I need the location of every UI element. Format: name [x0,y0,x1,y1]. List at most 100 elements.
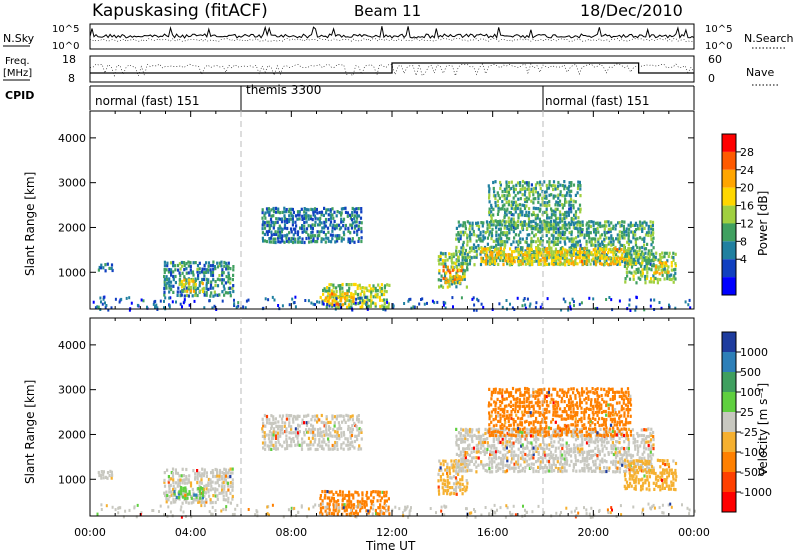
noise-cell [480,302,483,306]
cell-7 [519,423,522,427]
cell-8 [638,256,641,260]
cell-8 [617,237,620,241]
cell-8 [647,227,650,231]
cell-3 [303,207,306,211]
cell-1 [215,468,219,472]
cell-8 [539,250,542,254]
cell-3 [329,208,332,212]
cell-7 [527,414,530,418]
cell-6 [581,453,584,457]
cell-4 [339,489,342,494]
cell-9 [590,253,593,257]
cell-1 [191,277,194,281]
cell-8 [486,223,489,227]
cell-7 [543,387,546,391]
cell-6 [506,463,509,467]
cell-3 [270,425,273,429]
cell-9 [481,247,484,251]
cell-10 [523,203,526,208]
cell-6 [590,437,593,441]
cell-9 [491,260,494,264]
cell-7 [543,397,546,401]
cell-7 [503,418,506,422]
cell-1 [202,488,206,492]
cell-6 [623,469,626,474]
cell-6 [605,469,608,474]
cell-6 [636,469,639,473]
cell-2 [195,495,198,499]
cell-10 [546,186,549,191]
cell-1 [185,467,188,472]
cell-9 [513,250,516,254]
cell-6 [614,463,617,467]
cell-3 [353,226,357,230]
cell-3 [311,414,314,419]
noise-cell [163,306,165,310]
cell-8 [596,227,599,231]
cell-6 [462,450,465,454]
cell-6 [623,453,626,457]
cell-5 [465,488,468,492]
cell-3 [342,414,345,418]
cell-1 [183,481,186,485]
cell-10 [494,219,497,223]
cell-10 [576,186,580,191]
cell-4 [341,497,345,501]
cell-6 [492,453,495,457]
cell-6 [586,459,589,463]
cell-0 [106,262,109,266]
cell-3 [279,236,282,240]
cell-1 [214,481,217,485]
cell-3 [327,213,330,217]
cell-3 [340,217,343,221]
cell-6 [475,443,478,448]
cell-3 [273,232,276,236]
cell-3 [323,226,326,230]
cell-3 [283,206,286,210]
cell-8 [632,245,635,249]
cell-3 [322,421,325,425]
cell-9 [497,252,500,257]
cell-7 [514,420,517,424]
cell-8 [503,246,506,250]
cell-3 [269,217,273,221]
cell-1 [167,280,171,284]
cell-3 [335,226,338,230]
cell-3 [276,220,279,224]
cell-4 [354,282,357,287]
cell-6 [524,465,527,470]
cell-10 [561,223,564,228]
cell-6 [475,435,478,439]
cell-8 [472,243,476,247]
cell-8 [609,227,612,231]
cell-11 [637,276,640,280]
cell-10 [532,190,535,194]
cell-6 [550,444,554,448]
cell-10 [528,207,531,211]
cell-3 [319,444,322,448]
cell-6 [578,449,581,453]
cell-7 [504,390,507,394]
cell-1 [163,260,166,264]
cell-7 [501,426,504,430]
cell-6 [525,431,529,435]
cell-6 [506,456,509,460]
cell-5 [341,293,344,297]
cell-7 [520,423,524,427]
cell-6 [462,457,465,461]
cell-6 [569,449,572,453]
cell-10 [510,180,513,184]
cell-10 [507,216,510,220]
cell-6 [464,436,467,440]
cell-8 [610,234,613,238]
cell-7 [520,421,523,425]
cell-1 [168,277,171,281]
cell-6 [468,453,472,458]
cell-3 [275,232,278,236]
cell-4 [326,502,329,506]
cell-1 [232,268,235,272]
cell-1 [229,281,232,285]
cell-1 [179,494,182,498]
cell-10 [490,219,493,223]
cell-4 [369,287,373,291]
